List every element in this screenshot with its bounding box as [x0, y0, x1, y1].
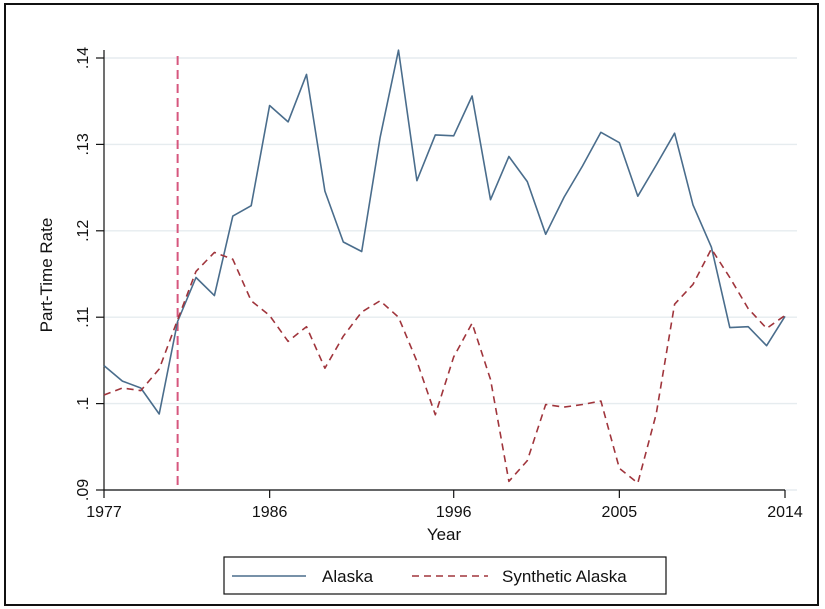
- y-tick-label: .11: [75, 307, 92, 328]
- y-tick-label: .09: [75, 479, 92, 501]
- series-line-alaska: [103, 49, 786, 415]
- y-axis-label: Part-Time Rate: [37, 218, 56, 333]
- y-tick-label: .14: [75, 47, 92, 69]
- x-tick-label: 1986: [252, 504, 288, 521]
- x-tick-label: 2005: [602, 504, 638, 521]
- gridlines: [104, 57, 797, 491]
- x-axis-label: Year: [427, 525, 462, 544]
- legend: Alaska Synthetic Alaska: [223, 556, 667, 595]
- chart-frame: [4, 3, 819, 606]
- axes: .09 .1 .11 .12 .13 .14 1977 1986 1996 2005 2014: [75, 47, 803, 521]
- y-tick-label: .13: [75, 133, 92, 155]
- legend-label-alaska: Alaska: [322, 567, 374, 586]
- x-tick-label: 1977: [86, 504, 122, 521]
- y-tick-label: .12: [75, 220, 92, 242]
- x-tick-label: 2014: [767, 504, 803, 521]
- series-line-synthetic-alaska: [103, 248, 786, 484]
- y-tick-label: .1: [75, 397, 92, 410]
- series-group: [103, 49, 786, 484]
- x-tick-label: 1996: [436, 504, 472, 521]
- legend-label-synthetic-alaska: Synthetic Alaska: [502, 567, 627, 586]
